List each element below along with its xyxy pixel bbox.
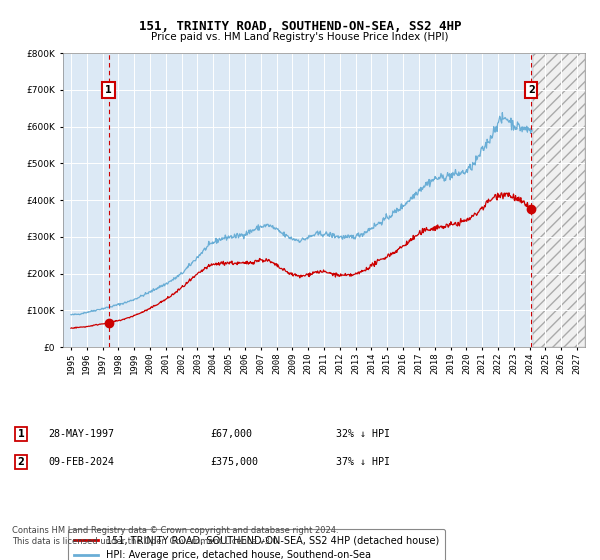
Text: 1: 1: [105, 85, 112, 95]
Legend: 151, TRINITY ROAD, SOUTHEND-ON-SEA, SS2 4HP (detached house), HPI: Average price: 151, TRINITY ROAD, SOUTHEND-ON-SEA, SS2 …: [68, 529, 445, 560]
Text: 2: 2: [528, 85, 535, 95]
Text: 1: 1: [17, 429, 25, 439]
Text: Price paid vs. HM Land Registry's House Price Index (HPI): Price paid vs. HM Land Registry's House …: [151, 32, 449, 43]
Text: Contains HM Land Registry data © Crown copyright and database right 2024.
This d: Contains HM Land Registry data © Crown c…: [12, 526, 338, 546]
Text: 37% ↓ HPI: 37% ↓ HPI: [336, 457, 390, 467]
Text: 28-MAY-1997: 28-MAY-1997: [48, 429, 114, 439]
Text: 2: 2: [17, 457, 25, 467]
Text: 09-FEB-2024: 09-FEB-2024: [48, 457, 114, 467]
Text: £67,000: £67,000: [210, 429, 252, 439]
Text: 151, TRINITY ROAD, SOUTHEND-ON-SEA, SS2 4HP: 151, TRINITY ROAD, SOUTHEND-ON-SEA, SS2 …: [139, 20, 461, 32]
Text: £375,000: £375,000: [210, 457, 258, 467]
Text: 32% ↓ HPI: 32% ↓ HPI: [336, 429, 390, 439]
